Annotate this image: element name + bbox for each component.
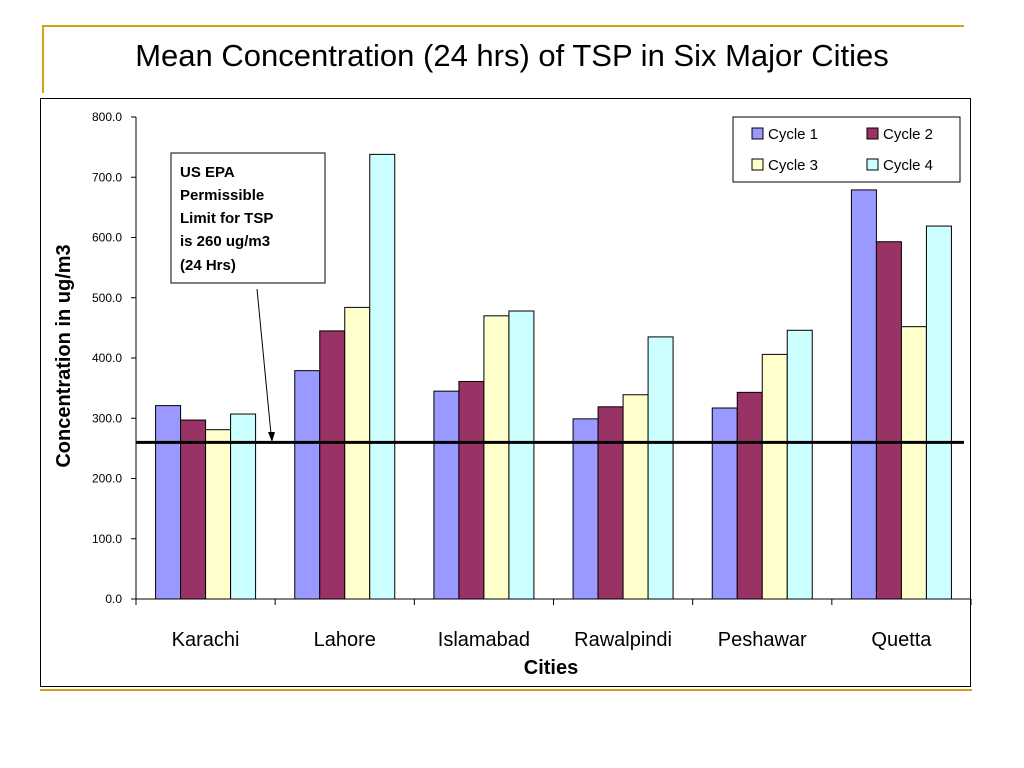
legend-swatch-cycle-3 <box>751 158 764 171</box>
legend-swatch-cycle-1 <box>751 127 764 140</box>
legend-swatch-cycle-4 <box>866 158 879 171</box>
x-tick-label: Islamabad <box>438 629 530 651</box>
y-tick-label: 300.0 <box>92 411 122 425</box>
x-tick-label: Lahore <box>314 629 376 651</box>
y-axis-title: Concentration in ug/m3 <box>53 244 75 467</box>
axes-layer: 0.0 100.0 200.0 300.0 400.0 500.0 600.0 700.0 80… <box>92 110 972 651</box>
bar-cycle-3-peshawar <box>761 353 788 600</box>
y-tick-label: 700.0 <box>92 170 122 184</box>
bar-cycle-2-karachi <box>180 419 207 600</box>
bar-cycle-2-quetta <box>875 241 902 600</box>
y-tick-label: 400.0 <box>92 351 122 365</box>
annotation-arrow-line <box>256 288 272 435</box>
bar-cycle-2-islamabad <box>458 380 485 600</box>
bar-cycle-2-peshawar <box>736 391 763 600</box>
bar-cycle-3-lahore <box>344 306 371 600</box>
legend-label-cycle-1: Cycle 1 <box>768 126 818 143</box>
bar-cycle-1-karachi <box>155 405 182 600</box>
bar-cycle-3-karachi <box>205 429 232 600</box>
bar-cycle-1-lahore <box>294 370 321 600</box>
bar-cycle-2-rawalpindi <box>597 406 624 600</box>
bar-cycle-1-peshawar <box>711 407 738 600</box>
legend-label-cycle-3: Cycle 3 <box>768 157 818 174</box>
title-border-left <box>42 25 44 93</box>
bar-cycle-4-quetta <box>925 225 952 600</box>
legend: Cycle 1 Cycle 2 Cycle 3 Cycle 4 <box>732 116 961 183</box>
bar-cycle-4-islamabad <box>508 310 535 600</box>
annotation-line: is 260 ug/m3 <box>180 233 270 250</box>
bar-cycle-3-rawalpindi <box>622 394 649 600</box>
annotation-line: US EPA <box>180 164 235 181</box>
x-tick-label: Karachi <box>172 629 240 651</box>
x-tick-label: Quetta <box>871 629 932 651</box>
bar-cycle-1-rawalpindi <box>572 418 599 600</box>
annotation-line: Permissible <box>180 187 264 204</box>
legend-box <box>732 116 961 183</box>
bar-cycle-2-lahore <box>319 330 346 600</box>
x-axis-title: Cities <box>524 657 578 679</box>
annotation-line: Limit for TSP <box>180 210 273 227</box>
annotation-box <box>170 152 326 284</box>
legend-label-cycle-2: Cycle 2 <box>883 126 933 143</box>
bar-cycle-4-karachi <box>230 413 257 600</box>
bar-cycle-3-quetta <box>900 326 927 600</box>
bar-cycle-4-peshawar <box>786 329 813 600</box>
y-tick-label: 200.0 <box>92 472 122 486</box>
footer-divider <box>40 689 972 691</box>
y-tick-label: 500.0 <box>92 291 122 305</box>
legend-swatch-cycle-2 <box>866 127 879 140</box>
y-tick-label: 100.0 <box>92 532 122 546</box>
annotation-arrow-head <box>268 432 275 442</box>
bar-cycle-4-rawalpindi <box>647 336 674 600</box>
y-tick-label: 0.0 <box>105 592 122 606</box>
y-tick-label: 600.0 <box>92 231 122 245</box>
bar-cycle-4-lahore <box>369 153 396 600</box>
bar-cycle-3-islamabad <box>483 315 510 600</box>
legend-label-cycle-4: Cycle 4 <box>883 157 933 174</box>
bars-layer <box>155 153 952 600</box>
y-tick-label: 800.0 <box>92 110 122 124</box>
title-border-top <box>42 25 964 27</box>
bar-cycle-1-islamabad <box>433 390 460 600</box>
annotation-line: (24 Hrs) <box>180 257 236 274</box>
x-tick-label: Peshawar <box>718 629 807 651</box>
bar-cycle-1-quetta <box>850 189 877 600</box>
slide-title: Mean Concentration (24 hrs) of TSP in Si… <box>135 38 889 73</box>
x-tick-label: Rawalpindi <box>574 629 672 651</box>
epa-annotation: US EPA Permissible Limit for TSP is 260 … <box>170 152 326 442</box>
